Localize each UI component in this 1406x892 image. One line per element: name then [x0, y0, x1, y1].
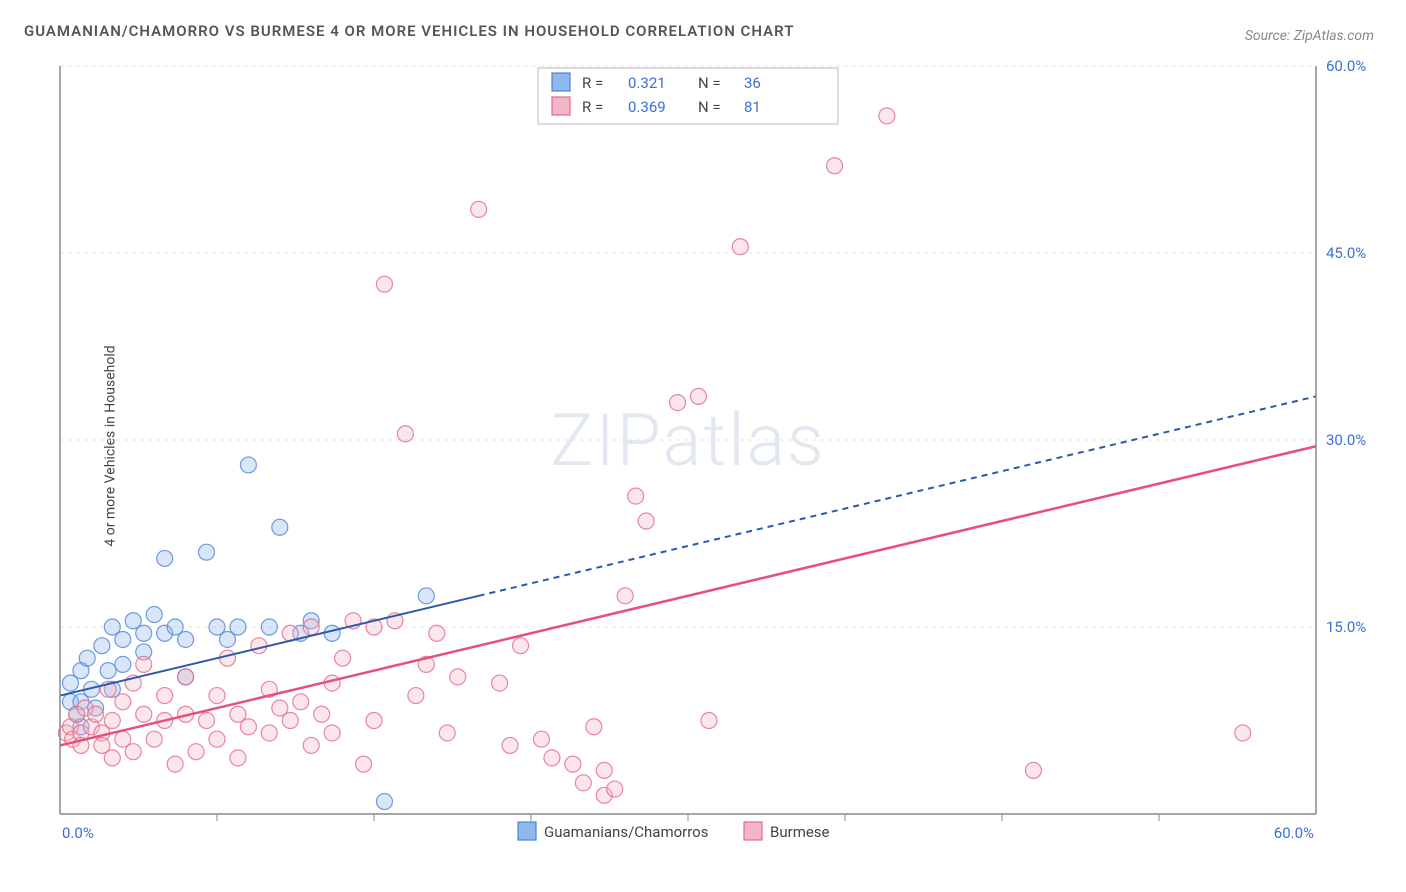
svg-text:N =: N =: [698, 74, 721, 92]
chart-title: GUAMANIAN/CHAMORRO VS BURMESE 4 OR MORE …: [24, 22, 794, 40]
svg-text:ZIPatlas: ZIPatlas: [550, 398, 825, 483]
svg-text:R =: R =: [582, 74, 603, 92]
svg-text:15.0%: 15.0%: [1326, 618, 1366, 636]
svg-text:60.0%: 60.0%: [1274, 824, 1314, 842]
svg-text:Burmese: Burmese: [770, 823, 830, 841]
svg-text:0.321: 0.321: [628, 74, 666, 92]
svg-text:N =: N =: [698, 98, 721, 116]
svg-text:R =: R =: [582, 98, 603, 116]
svg-text:0.369: 0.369: [628, 98, 666, 116]
svg-text:Guamanians/Chamorros: Guamanians/Chamorros: [544, 823, 708, 841]
source-value: ZipAtlas.com: [1294, 28, 1374, 44]
scatter-chart: ZIPatlas 0.0% 60.0% 15.0% 30.0% 45.0% 60.0% R =…: [52, 58, 1386, 852]
source-label: Source:: [1245, 28, 1290, 44]
svg-text:0.0%: 0.0%: [62, 824, 94, 842]
svg-text:81: 81: [744, 98, 761, 116]
chart-area: ZIPatlas 0.0% 60.0% 15.0% 30.0% 45.0% 60.0% R =…: [52, 58, 1386, 852]
source-attribution: Source: ZipAtlas.com: [1245, 28, 1374, 44]
svg-text:60.0%: 60.0%: [1326, 58, 1366, 75]
svg-text:45.0%: 45.0%: [1326, 244, 1366, 262]
svg-text:36: 36: [744, 74, 761, 92]
svg-text:30.0%: 30.0%: [1326, 431, 1366, 449]
